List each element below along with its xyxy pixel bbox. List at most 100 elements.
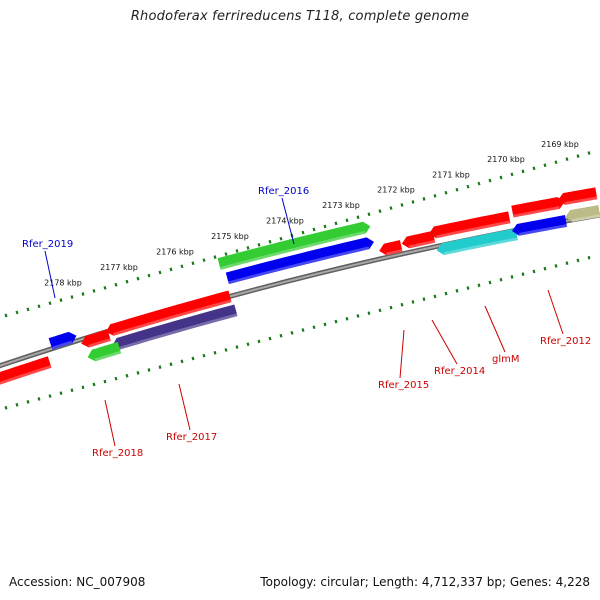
outer-ruler-tick bbox=[367, 212, 371, 217]
label-rfer-2015-leader bbox=[399, 329, 405, 379]
outer-ruler-tick bbox=[15, 310, 19, 315]
inner-ruler-tick bbox=[224, 348, 228, 352]
label-rfer-2019-leader bbox=[44, 250, 56, 299]
inner-ruler-tick bbox=[378, 308, 382, 313]
outer-ruler-tick bbox=[81, 292, 85, 296]
gene-red-forward-right-body bbox=[558, 187, 598, 205]
inner-ruler-tick bbox=[532, 269, 536, 274]
label-rfer-2017[interactable]: Rfer_2017 bbox=[166, 432, 217, 443]
gene-red-forward-g-body bbox=[0, 356, 52, 385]
gene-rfer-2016-sheen bbox=[219, 230, 366, 270]
outer-ruler-tick bbox=[213, 255, 217, 259]
outer-ruler-tick bbox=[356, 215, 360, 220]
outer-ruler-tick bbox=[26, 307, 30, 312]
gene-red-forward-b[interactable] bbox=[429, 211, 511, 239]
gene-rfer-2012[interactable] bbox=[512, 215, 568, 236]
inner-ruler-tick bbox=[477, 283, 481, 288]
outer-ruler-tick bbox=[455, 187, 459, 192]
label-rfer-2016[interactable]: Rfer_2016 bbox=[258, 186, 309, 197]
gene-rfer-2016[interactable] bbox=[217, 221, 371, 270]
inner-ruler-tick bbox=[411, 300, 415, 304]
gene-red-forward-f-body bbox=[81, 329, 111, 348]
gene-rfer-2017[interactable] bbox=[112, 304, 238, 350]
label-rfer-2015[interactable]: Rfer_2015 bbox=[378, 380, 429, 391]
inner-ruler-tick bbox=[48, 394, 52, 398]
gene-rfer-2011[interactable] bbox=[565, 205, 600, 222]
inner-ruler-tick bbox=[235, 345, 239, 349]
gene-rfer-2019[interactable] bbox=[48, 331, 77, 350]
inner-ruler-tick bbox=[191, 356, 195, 361]
gene-blue-forward[interactable] bbox=[225, 237, 374, 285]
outer-ruler-tick bbox=[433, 193, 437, 198]
gene-red-forward-right-sheen bbox=[564, 196, 598, 205]
inner-ruler-tick bbox=[15, 402, 19, 407]
gene-red-forward-a-body bbox=[511, 197, 565, 218]
outer-ruler-tick bbox=[70, 295, 74, 299]
label-rfer-2014-leader bbox=[431, 319, 458, 365]
outer-ruler-tick bbox=[4, 313, 8, 318]
outer-ruler-tick bbox=[301, 230, 305, 235]
outer-ruler-tick bbox=[191, 261, 195, 266]
gene-rfer-2012-sheen bbox=[518, 224, 568, 236]
outer-ruler-tick bbox=[312, 227, 316, 232]
outer-ruler-tick bbox=[378, 209, 382, 213]
ruler-label: 2169 kbp bbox=[541, 140, 579, 149]
inner-ruler-tick bbox=[400, 302, 404, 307]
inner-ruler-tick bbox=[213, 350, 217, 355]
outer-ruler-tick bbox=[400, 203, 404, 207]
outer-ruler-tick bbox=[224, 252, 228, 256]
inner-ruler-tick bbox=[499, 277, 503, 282]
outer-ruler-tick bbox=[532, 166, 536, 171]
gene-rfer-2018[interactable] bbox=[87, 341, 122, 362]
gene-blue-forward-sheen bbox=[228, 246, 370, 285]
ruler-label: 2174 kbp bbox=[266, 217, 304, 226]
gene-red-forward-right[interactable] bbox=[558, 187, 598, 205]
inner-ruler-tick bbox=[521, 272, 525, 277]
ruler-label: 2170 kbp bbox=[487, 155, 525, 164]
gene-red-forward-f[interactable] bbox=[81, 329, 111, 348]
outer-ruler-tick bbox=[180, 264, 184, 269]
inner-ruler-tick bbox=[367, 311, 371, 315]
gene-rfer-2012-body bbox=[512, 215, 568, 236]
gene-blue-forward-body bbox=[225, 237, 374, 285]
inner-ruler-tick bbox=[323, 322, 327, 327]
inner-ruler-tick bbox=[114, 376, 118, 381]
gene-red-forward-g[interactable] bbox=[0, 356, 52, 386]
gene-red-forward-c[interactable] bbox=[401, 230, 436, 249]
outer-ruler-tick bbox=[323, 224, 327, 229]
gene-rfer-2018-body bbox=[87, 341, 122, 362]
outer-ruler-tick bbox=[389, 206, 393, 210]
ruler-label: 2175 kbp bbox=[211, 232, 249, 241]
label-rfer-2014[interactable]: Rfer_2014 bbox=[434, 366, 485, 377]
inner-ruler-tick bbox=[444, 291, 448, 296]
inner-ruler-tick bbox=[510, 275, 514, 279]
gene-red-forward-d[interactable] bbox=[379, 240, 403, 256]
label-rfer-2012[interactable]: Rfer_2012 bbox=[540, 336, 591, 347]
inner-ruler-tick bbox=[103, 379, 107, 384]
gene-red-forward-d-sheen bbox=[385, 249, 403, 256]
inner-ruler-tick bbox=[433, 294, 437, 299]
ruler-label: 2171 kbp bbox=[432, 170, 470, 179]
outer-ruler-tick bbox=[576, 154, 580, 158]
label-rfer-2018[interactable]: Rfer_2018 bbox=[92, 448, 143, 459]
gene-red-forward-e-sheen bbox=[112, 299, 232, 336]
outer-ruler-tick bbox=[103, 285, 107, 290]
outer-ruler-tick bbox=[158, 270, 162, 275]
gene-red-forward-a[interactable] bbox=[511, 197, 565, 218]
inner-ruler-tick bbox=[345, 316, 349, 321]
outer-ruler-tick bbox=[334, 221, 338, 226]
outer-ruler-tick bbox=[114, 282, 118, 287]
outer-ruler-tick bbox=[147, 273, 151, 278]
outer-ruler-tick bbox=[169, 267, 173, 272]
gene-red-forward-e[interactable] bbox=[106, 290, 232, 336]
inner-ruler-tick bbox=[125, 373, 129, 378]
outer-ruler-tick bbox=[477, 181, 481, 186]
outer-ruler-tick bbox=[411, 200, 415, 204]
label-glmm[interactable]: glmM bbox=[492, 354, 520, 365]
inner-ruler-tick bbox=[565, 261, 569, 266]
gene-glmm[interactable] bbox=[436, 228, 518, 256]
gene-rfer-2017-sheen bbox=[119, 313, 238, 350]
inner-ruler-tick bbox=[257, 339, 261, 344]
label-rfer-2019[interactable]: Rfer_2019 bbox=[22, 239, 73, 250]
